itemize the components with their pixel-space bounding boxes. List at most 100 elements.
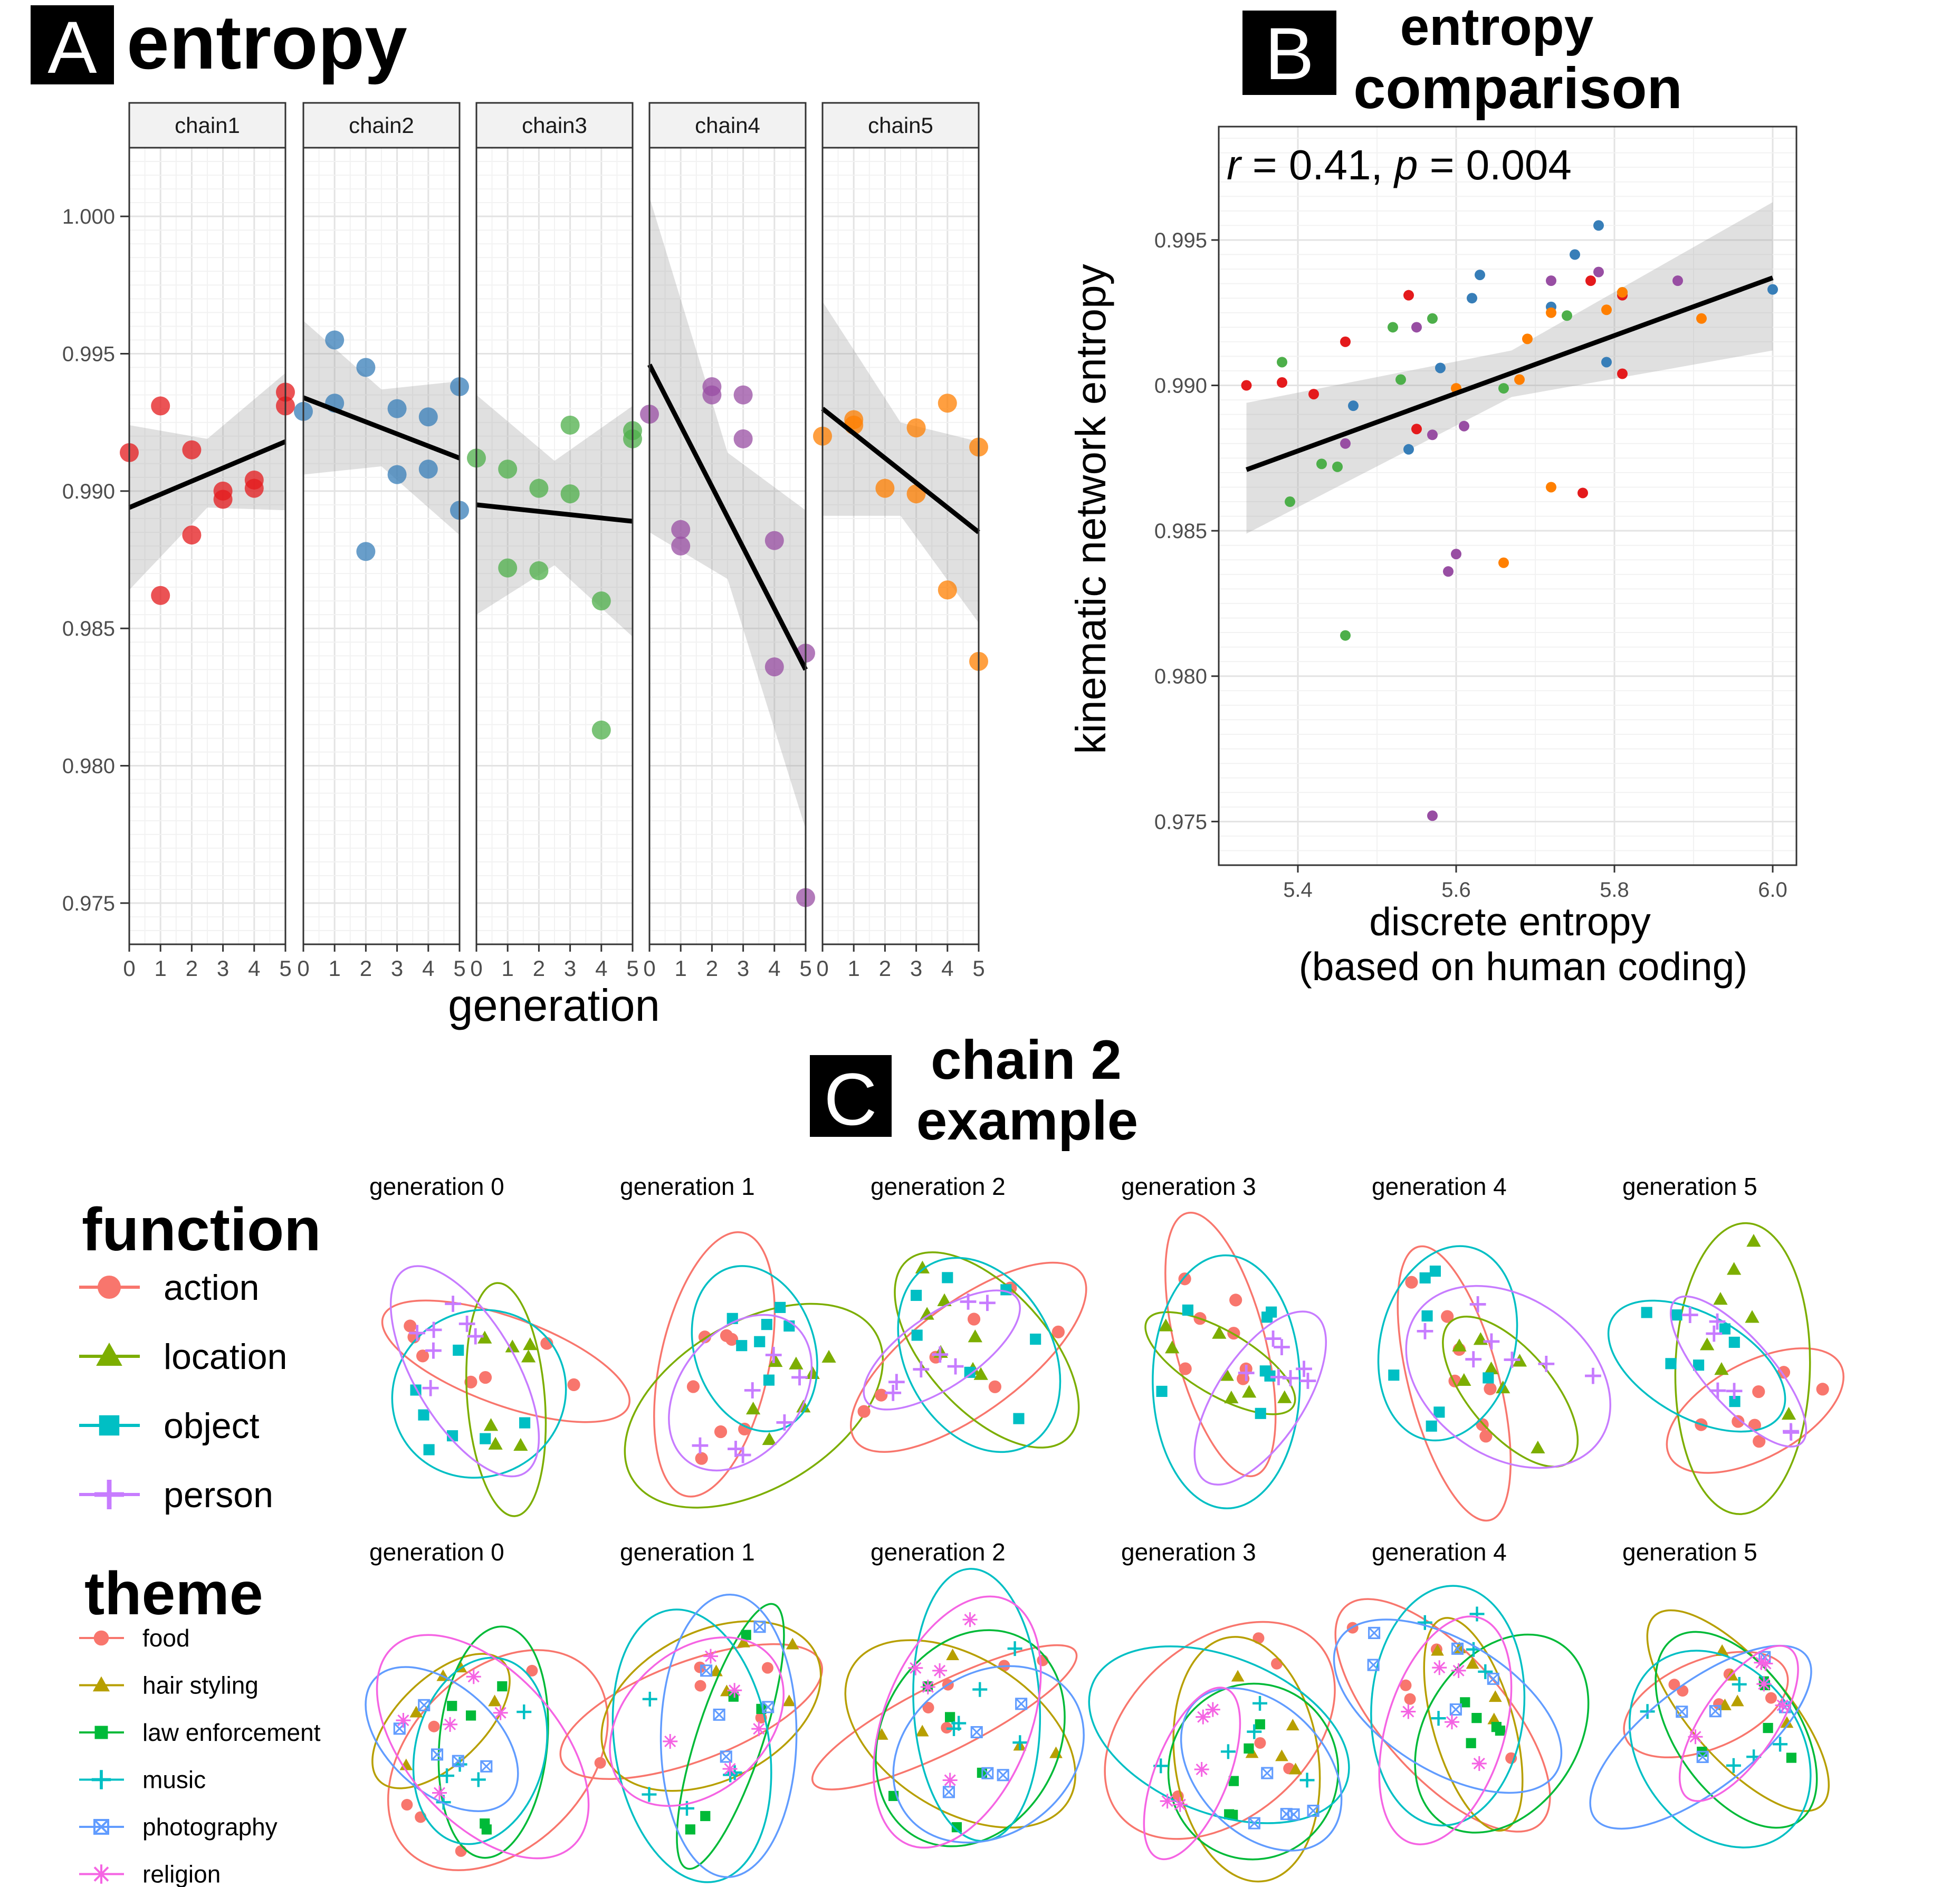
example-point	[1224, 1390, 1239, 1404]
confidence-band	[129, 372, 285, 590]
example-point	[642, 1691, 657, 1707]
cluster-ellipse	[609, 1636, 785, 1807]
cluster-ellipse	[1669, 1295, 1808, 1448]
stat-p: p	[1393, 141, 1418, 188]
x-tick-label: 5.8	[1600, 878, 1629, 902]
example-point	[937, 1293, 952, 1306]
data-point-chain1	[1277, 377, 1287, 388]
example-point	[1729, 1396, 1741, 1407]
example-point	[1754, 1655, 1769, 1670]
y-tick-label: 0.985	[1154, 520, 1207, 543]
example-point	[1419, 1272, 1431, 1283]
legend-food-icon	[93, 1630, 109, 1646]
panel-b-y-label: kinematic network entropy	[1067, 264, 1114, 754]
data-point	[182, 440, 202, 459]
stat-p-value: = 0.004	[1418, 141, 1571, 188]
data-point-chain4	[1340, 438, 1351, 449]
example-point	[483, 1418, 499, 1431]
cluster-ellipse	[691, 1265, 818, 1432]
example-point	[728, 1441, 744, 1457]
example-point	[445, 1296, 461, 1312]
data-point	[213, 490, 233, 509]
panel-a-letter-box	[31, 5, 114, 84]
example-point	[915, 1725, 929, 1737]
example-point	[1388, 1369, 1400, 1381]
example-point	[418, 1409, 429, 1421]
example-point	[988, 1380, 1001, 1393]
example-point	[1745, 1310, 1760, 1323]
data-point	[151, 586, 170, 605]
cluster-ellipse	[1414, 1633, 1590, 1834]
x-tick-label: 3	[217, 956, 229, 981]
generation-label: generation 5	[1622, 1173, 1757, 1200]
facet-chain3: chain3 0 1 2 3 4 5	[467, 102, 642, 981]
data-point	[356, 542, 376, 561]
x-tick-label: 0	[816, 956, 828, 981]
example-point	[1671, 1309, 1682, 1321]
data-point	[938, 394, 957, 413]
example-point	[1706, 1325, 1723, 1342]
data-point-chain4	[1459, 420, 1469, 432]
example-point	[1274, 1339, 1290, 1355]
x-tick-label: 0	[643, 956, 655, 981]
x-tick-label: 4	[422, 956, 434, 981]
example-point	[1763, 1722, 1773, 1733]
example-point	[700, 1664, 713, 1677]
y-tick-label: 0.995	[62, 343, 115, 366]
example-point	[1471, 1713, 1482, 1723]
plot-border	[1218, 126, 1798, 866]
example-point	[1156, 1385, 1168, 1397]
example-point	[480, 1818, 490, 1829]
example-r1-g3: generation 3	[1088, 1538, 1350, 1883]
cluster-ellipse	[668, 1314, 813, 1472]
example-point	[1160, 1794, 1175, 1809]
data-point	[733, 429, 753, 448]
facet-chain1: chain1 0 1 2 3 4 5	[120, 102, 295, 981]
legend-function-label: action	[164, 1268, 259, 1308]
panel-b-title-line2: comparison	[1353, 56, 1682, 121]
data-point-chain3	[1277, 357, 1287, 368]
data-point-chain5	[1546, 307, 1556, 318]
example-point	[1271, 1658, 1283, 1670]
example-point	[761, 1662, 773, 1674]
y-tick-label: 0.975	[62, 892, 115, 915]
example-point	[1368, 1626, 1381, 1639]
example-point	[765, 1347, 782, 1363]
example-point	[791, 1369, 808, 1386]
example-point	[762, 1701, 775, 1713]
example-point	[741, 1630, 751, 1640]
example-point	[1441, 1310, 1454, 1323]
example-point	[875, 1388, 888, 1402]
example-point	[443, 1717, 458, 1732]
example-point	[1746, 1234, 1761, 1247]
example-r0-g5: generation 5	[1607, 1173, 1844, 1515]
x-tick-label: 5	[279, 956, 291, 981]
cluster-ellipse	[389, 1265, 540, 1478]
data-point-chain1	[1617, 368, 1628, 379]
generation-label: generation 1	[620, 1173, 755, 1200]
example-r1-g0: generation 0	[365, 1538, 609, 1871]
data-point	[387, 399, 407, 418]
example-point	[942, 1272, 953, 1283]
example-point	[1488, 1690, 1502, 1702]
example-point	[1730, 1694, 1744, 1707]
example-r0-g2: generation 2	[849, 1173, 1087, 1453]
data-point-chain2	[1467, 293, 1477, 304]
legend-function-title: function	[82, 1196, 321, 1263]
example-point	[942, 1773, 958, 1788]
cluster-ellipse	[1377, 1245, 1518, 1442]
cluster-ellipse	[1397, 1245, 1512, 1522]
data-point	[498, 558, 518, 578]
panel-b-letter-box	[1242, 11, 1336, 95]
example-point	[745, 1401, 761, 1415]
data-point-chain5	[1498, 557, 1509, 568]
y-tick-label: 0.980	[1154, 665, 1207, 688]
cluster-ellipse	[1167, 1682, 1340, 1861]
cluster-ellipse	[559, 1643, 823, 1780]
example-point	[1400, 1679, 1412, 1691]
example-point	[1261, 1767, 1274, 1779]
legend-object-icon	[99, 1415, 120, 1436]
x-tick-label: 5.4	[1283, 878, 1313, 902]
data-point-chain3	[1332, 461, 1343, 472]
